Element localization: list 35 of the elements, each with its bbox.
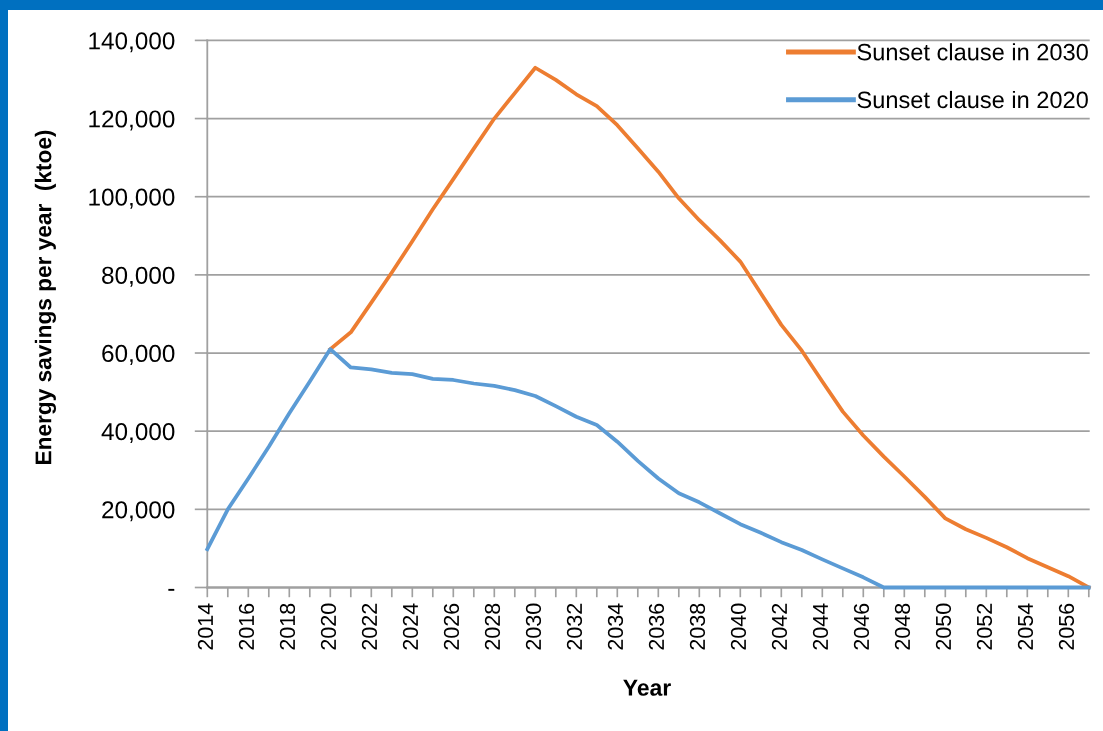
y-tick-label: 20,000 [102,501,175,522]
x-tick-label: 2028 [484,603,501,650]
x-tick-label: 2016 [238,603,255,650]
y-tick-label: 40,000 [101,423,175,444]
line-series [328,65,1091,590]
x-axis-title: Year [623,679,671,696]
y-axis-title: Energy savings per year (ktoe) [34,130,56,464]
x-tick-label: 2018 [279,603,296,650]
y-tick-label: 100,000 [89,188,175,209]
x-tick-label: 2020 [320,603,337,650]
y-tick-label: 140,000 [89,32,175,53]
x-tick-label: 2046 [853,603,870,650]
x-tick-label: 2048 [894,603,911,650]
y-tick-label: 80,000 [102,266,175,287]
x-tick-label: 2052 [976,603,993,650]
x-tick-label: 2038 [689,603,706,650]
x-tick-label: 2056 [1058,603,1075,650]
x-tick-label: 2030 [525,603,542,650]
x-tick-label: 2032 [566,603,583,650]
x-tick-label: 2014 [197,603,214,650]
x-tick-label: 2026 [443,603,460,650]
x-tick-label: 2044 [812,603,829,650]
legend-label: Sunset clause in 2020 [857,90,1088,109]
x-tick-label: 2050 [935,603,952,650]
x-tick-label: 2034 [607,603,624,650]
x-tick-label: 2040 [730,603,747,650]
x-tick-label: 2042 [771,603,788,650]
x-tick-label: 2054 [1017,603,1034,650]
y-tick-label: 120,000 [89,110,175,131]
legend-label: Sunset clause in 2030 [857,43,1088,61]
x-tick-label: 2036 [648,603,665,650]
y-tick-label: - [168,588,175,591]
y-tick-label: 60,000 [102,344,175,365]
x-tick-label: 2024 [402,603,419,650]
x-tick-label: 2022 [361,603,378,650]
